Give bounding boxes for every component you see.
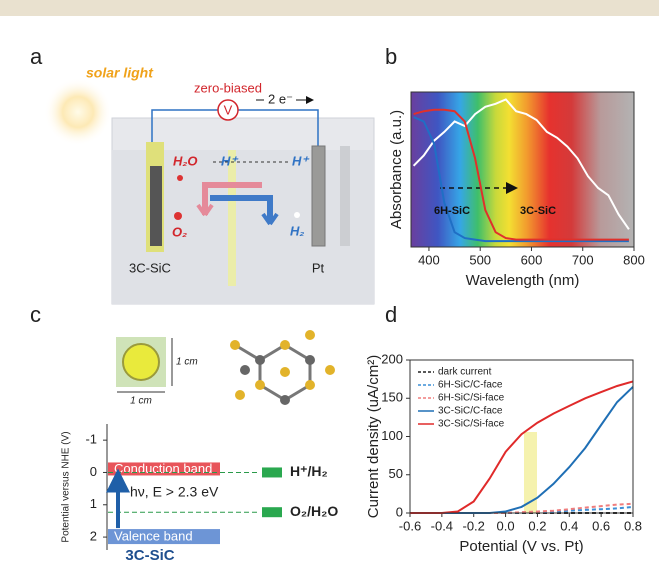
x-tick-label: 0.4: [560, 518, 578, 533]
x-tick-label: 400: [418, 252, 440, 267]
legend-label: 3C-SiC/C-face: [438, 406, 503, 417]
y-tick-label: 1: [90, 496, 97, 511]
electron-label: 2 e⁻: [268, 91, 293, 106]
species-label: H₂: [290, 223, 304, 238]
y-tick-label: 100: [381, 428, 403, 443]
y-tick-label: 50: [389, 466, 403, 481]
crystal-structure: [230, 330, 335, 405]
molecule: [177, 175, 183, 181]
redox-label: O₂/H₂O: [290, 503, 338, 519]
panel-label: c: [30, 302, 41, 327]
x-tick-label: 500: [469, 252, 491, 267]
species-label: H⁺: [221, 153, 239, 168]
x-tick-label: 700: [572, 252, 594, 267]
cathode-label: Pt: [312, 260, 325, 275]
y-tick-label: 0: [90, 464, 97, 479]
panel-c: c 1 cm 1 cm -1 0 1 2 Potential versus NHE (V…: [30, 302, 338, 561]
voltmeter-label: V: [224, 102, 233, 117]
scale-label: 1 cm: [130, 396, 152, 407]
excitation-label: hν, E > 2.3 eV: [130, 483, 219, 499]
molecule: [174, 212, 182, 220]
top-bar: [0, 0, 659, 16]
x-tick-label: -0.4: [431, 518, 453, 533]
figure: a solar light V zero-biased 2 e⁻ H₂O H⁺ …: [0, 0, 659, 561]
x-tick-label: 800: [623, 252, 645, 267]
legend-label: dark current: [438, 367, 492, 378]
x-axis-label: Potential (V vs. Pt): [459, 538, 583, 555]
legend-label: 6H-SiC/C-face: [438, 380, 503, 391]
redox-label: H⁺/H₂: [290, 463, 328, 479]
species-label: H₂O: [173, 153, 197, 168]
y-tick-label: 200: [381, 351, 403, 366]
y-tick-label: 150: [381, 390, 403, 405]
y-axis-label: Potential versus NHE (V): [61, 431, 72, 542]
solar-light-label: solar light: [86, 65, 154, 81]
scale-label: 1 cm: [176, 357, 198, 368]
x-tick-label: 0.8: [624, 518, 642, 533]
photoanode-label: 3C-SiC: [129, 260, 171, 275]
panel-b: b 400 500 600 700 800 Wavelength (nm) Absorban…: [385, 44, 645, 289]
species-label: H⁺: [292, 153, 310, 168]
band-label: Valence band: [114, 529, 193, 544]
material-label: 3C-SiC: [125, 547, 174, 561]
legend-label: 3C-SiC/Si-face: [438, 419, 505, 430]
legend-label: 6H-SiC/Si-face: [438, 393, 505, 404]
band-label: Conduction band: [114, 461, 212, 476]
molecule: [294, 212, 300, 218]
species-label: O₂: [172, 224, 187, 239]
x-tick-label: 600: [521, 252, 543, 267]
series-label: 3C-SiC: [520, 205, 556, 217]
y-axis-label: Absorbance (a.u.): [388, 110, 405, 229]
y-axis-label: Current density (uA/cm²): [365, 355, 382, 518]
cathode: [312, 146, 325, 246]
x-tick-label: -0.6: [399, 518, 421, 533]
y-tick-label: 0: [396, 504, 403, 519]
x-axis-label: Wavelength (nm): [466, 272, 580, 289]
panel-label: b: [385, 44, 397, 69]
series-label: 6H-SiC: [434, 205, 470, 217]
panel-label: d: [385, 302, 397, 327]
sun: [44, 78, 112, 146]
bias-label: zero-biased: [194, 80, 262, 95]
panel-d: d -0.6 -0.4 -0.2 0.0 0.2 0.4 0.6 0.8 0 50 100 150 20…: [365, 302, 642, 555]
x-tick-label: 0.6: [592, 518, 610, 533]
panel-label: a: [30, 44, 43, 69]
spectrum-background: [411, 92, 634, 247]
y-tick-label: 2: [90, 529, 97, 544]
panel-a: a solar light V zero-biased 2 e⁻ H₂O H⁺ …: [30, 44, 374, 304]
x-tick-label: 0.2: [528, 518, 546, 533]
sample-wafer: [123, 344, 159, 380]
x-tick-label: -0.2: [463, 518, 485, 533]
light-beam: [228, 150, 236, 286]
x-tick-label: 0.0: [497, 518, 515, 533]
redox-marker: [262, 467, 282, 477]
redox-marker: [262, 507, 282, 517]
reference: [340, 146, 350, 246]
y-tick-label: -1: [85, 432, 97, 447]
anode-stack: [150, 166, 162, 246]
